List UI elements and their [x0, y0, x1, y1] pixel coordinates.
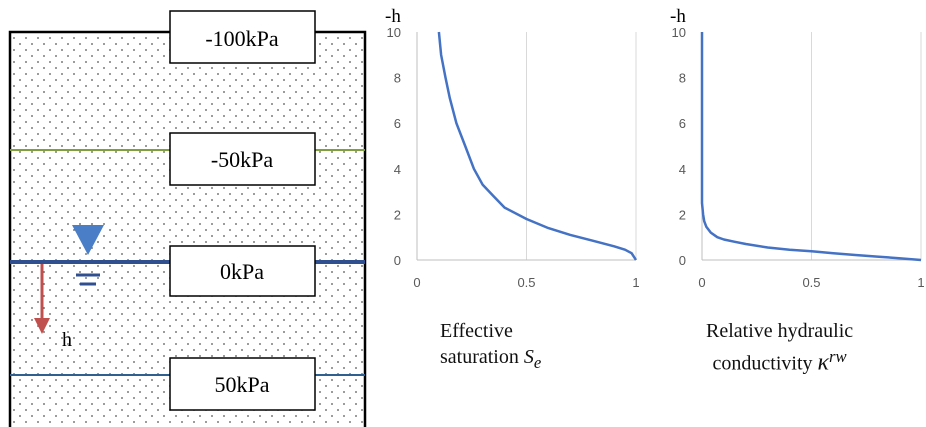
y-tick-label-2: 4 — [679, 162, 686, 177]
x-tick-label-1: 0.5 — [802, 275, 820, 290]
x-tick-label-0: 0 — [413, 275, 420, 290]
subscript: e — [533, 353, 542, 372]
symbol: κ — [817, 349, 830, 376]
superscript: rw — [829, 347, 847, 366]
y-axis-label: -h — [670, 6, 686, 27]
caption-text: conductivity — [712, 352, 818, 375]
caption-line1: Effective — [440, 320, 513, 342]
y-tick-label-4: 8 — [679, 71, 686, 86]
caption-relative-hydraulic-conductivity: Relative hydraulic conductivity κrw — [706, 318, 853, 377]
label-zero: 0kPa — [220, 259, 264, 284]
label-minus100: -100kPa — [205, 26, 279, 51]
x-tick-label-1: 0.5 — [517, 275, 535, 290]
caption-line2: saturation Se — [440, 344, 541, 376]
chart-effective-saturation: 0 2 4 6 8 10 0 0.5 1 -h — [385, 6, 640, 290]
caption-effective-saturation: Effective saturation Se — [440, 318, 541, 376]
y-tick-label-3: 6 — [394, 116, 401, 131]
label-plus50: 50kPa — [215, 372, 270, 397]
y-axis-label: -h — [385, 6, 401, 27]
series-line-0 — [700, 32, 922, 262]
y-tick-label-4: 8 — [394, 71, 401, 86]
y-tick-label-3: 6 — [679, 116, 686, 131]
caption-text: saturation — [440, 346, 524, 368]
label-minus50: -50kPa — [211, 147, 274, 172]
series-line-0 — [437, 31, 638, 261]
depth-label-h: h — [62, 329, 72, 351]
chart-relative-hydraulic-conductivity: 0 2 4 6 8 10 0 0.5 1 -h — [670, 6, 925, 290]
caption-line1: Relative hydraulic — [706, 320, 854, 342]
water-table-triangle-icon — [72, 225, 104, 255]
y-tick-label-2: 4 — [394, 162, 401, 177]
x-tick-label-0: 0 — [698, 275, 705, 290]
x-tick-label-2: 1 — [917, 275, 924, 290]
label-box-plus50 — [169, 357, 316, 411]
symbol: S — [523, 346, 534, 368]
y-tick-label-1: 2 — [679, 207, 686, 222]
y-tick-label-1: 2 — [394, 207, 401, 222]
x-tick-label-2: 1 — [632, 275, 639, 290]
label-box-minus50 — [169, 132, 316, 186]
y-tick-label-5: 10 — [387, 25, 401, 40]
y-tick-label-0: 0 — [679, 253, 686, 268]
label-box-minus100 — [169, 10, 316, 64]
soil-profile-diagram: -100kPa -50kPa 0kPa 50kPa h — [8, 10, 367, 427]
y-tick-label-5: 10 — [672, 25, 686, 40]
down-arrow-icon — [34, 318, 50, 334]
caption-line2: conductivity κrw — [706, 344, 853, 377]
y-tick-label-0: 0 — [394, 253, 401, 268]
label-box-zero — [169, 245, 316, 297]
